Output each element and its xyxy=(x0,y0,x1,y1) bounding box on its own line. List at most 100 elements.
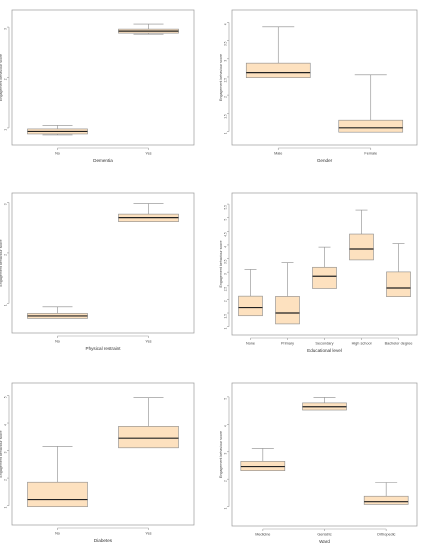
category-label: No xyxy=(55,152,60,156)
box-orthopedic xyxy=(363,482,409,505)
x-axis-label: Ward xyxy=(319,539,330,544)
y-axis-label: Engagement behaviour score xyxy=(0,431,3,478)
category-label: Bachelor degree xyxy=(385,342,413,346)
y-tick-label: 3 xyxy=(224,60,228,62)
y-tick-label: 2 xyxy=(224,300,228,302)
box-yes xyxy=(118,203,179,222)
y-axis-label: Engagement behaviour score xyxy=(0,54,3,101)
y-tick-label: 5 xyxy=(4,396,8,398)
y-tick-label: 3 xyxy=(4,28,8,30)
y-tick-label: 4 xyxy=(224,246,228,248)
y-tick-label: 2.5 xyxy=(224,287,228,292)
plot-frame xyxy=(11,382,195,526)
iqr-box xyxy=(245,62,311,78)
plot-frame xyxy=(11,9,195,146)
y-tick-label: 4.5 xyxy=(224,232,228,237)
box-high-school xyxy=(349,209,374,261)
y-axis-label: Engagement behaviour score xyxy=(219,54,223,101)
iqr-box xyxy=(338,119,404,133)
category-label: Secondary xyxy=(315,342,333,346)
y-tick-label: 4 xyxy=(224,425,228,427)
category-label: Yes xyxy=(145,532,151,536)
y-tick-label: 2.5 xyxy=(224,78,228,83)
plot-frame xyxy=(11,192,195,334)
box-primary xyxy=(275,262,300,325)
y-tick-label: 3 xyxy=(4,203,8,205)
x-axis-label: Physical restraint xyxy=(86,346,122,351)
category-label: Orthopedic xyxy=(377,533,396,537)
box-female xyxy=(338,74,404,133)
y-tick-label: 3.5 xyxy=(224,259,228,264)
box-male xyxy=(245,26,311,78)
y-tick-label: 1 xyxy=(4,506,8,508)
box-secondary xyxy=(312,246,337,289)
x-axis-label: Gender xyxy=(317,158,333,163)
category-label: Geriatric xyxy=(317,533,331,537)
y-tick-label: 4 xyxy=(224,23,228,25)
y-tick-label: 2 xyxy=(4,479,8,481)
iqr-box xyxy=(275,296,300,325)
iqr-box xyxy=(238,295,263,317)
box-medicine xyxy=(240,448,286,471)
panel-6: 1 2 3 4 5 Engagement behaviour score Medicine G… xyxy=(219,382,418,544)
plot-frame xyxy=(231,9,418,146)
category-label: None xyxy=(246,342,255,346)
y-tick-label: 1 xyxy=(224,132,228,134)
panel-5: 1 2 3 4 5 Engagement behaviour score No Yes Diab… xyxy=(0,382,195,543)
y-axis-label: Engagement behaviour score xyxy=(219,241,223,288)
y-tick-label: 2 xyxy=(224,480,228,482)
panel-2: 1 1.5 2 2.5 3 3.5 4 Engagement behaviour score M… xyxy=(219,9,418,163)
iqr-box xyxy=(386,271,411,297)
box-no xyxy=(27,125,88,136)
box-none xyxy=(238,269,263,317)
y-tick-label: 4 xyxy=(4,424,8,426)
y-tick-label: 3 xyxy=(4,451,8,453)
category-label: Female xyxy=(364,152,377,156)
y-tick-label: 5 xyxy=(224,218,228,220)
y-tick-label: 3 xyxy=(224,453,228,455)
y-axis-label: Engagement behaviour score xyxy=(219,431,223,478)
panel-1: 1 2 3 Engagement behaviour score No Yes Dement… xyxy=(0,9,195,163)
box-bachelor-degree xyxy=(386,243,411,297)
panel-4: 1 1.5 2 2.5 3 3.5 4 4.5 5 5.5 Engagement behaviour… xyxy=(219,192,418,353)
iqr-box xyxy=(27,481,88,508)
y-tick-label: 2 xyxy=(224,96,228,98)
y-tick-label: 5 xyxy=(224,398,228,400)
x-axis-label: Dementia xyxy=(93,158,113,163)
category-label: Medicine xyxy=(255,533,270,537)
y-axis-label: Engagement behaviour score xyxy=(0,240,3,287)
x-axis-label: Diabetes xyxy=(94,538,113,543)
iqr-box xyxy=(118,426,179,449)
category-label: Yes xyxy=(145,152,151,156)
iqr-box xyxy=(349,233,374,261)
category-label: No xyxy=(55,532,60,536)
category-label: No xyxy=(55,340,60,344)
iqr-box xyxy=(312,266,337,289)
plot-frame xyxy=(231,382,418,527)
y-tick-label: 1.5 xyxy=(224,314,228,319)
iqr-box xyxy=(363,495,409,505)
box-yes xyxy=(118,397,179,449)
box-no xyxy=(27,446,88,508)
category-label: Primary xyxy=(281,342,294,346)
box-yes xyxy=(118,23,179,35)
y-tick-label: 3 xyxy=(224,273,228,275)
plot-frame xyxy=(231,192,418,336)
y-tick-label: 2 xyxy=(4,78,8,80)
x-axis-label: Educational level xyxy=(307,348,342,353)
y-tick-label: 5.5 xyxy=(224,205,228,210)
y-tick-label: 1 xyxy=(224,507,228,509)
box-no xyxy=(27,306,88,319)
y-tick-label: 1.5 xyxy=(224,114,228,119)
category-label: Yes xyxy=(145,340,151,344)
y-tick-label: 3.5 xyxy=(224,41,228,46)
panel-3: 1 2 3 Engagement behaviour score No Yes Physic… xyxy=(0,192,195,351)
y-tick-label: 1 xyxy=(4,304,8,306)
box-geriatric xyxy=(302,397,347,411)
category-label: High school xyxy=(352,342,372,346)
y-tick-label: 1 xyxy=(224,327,228,329)
y-tick-label: 2 xyxy=(4,254,8,256)
y-tick-label: 1 xyxy=(4,129,8,131)
category-label: Male xyxy=(274,152,282,156)
